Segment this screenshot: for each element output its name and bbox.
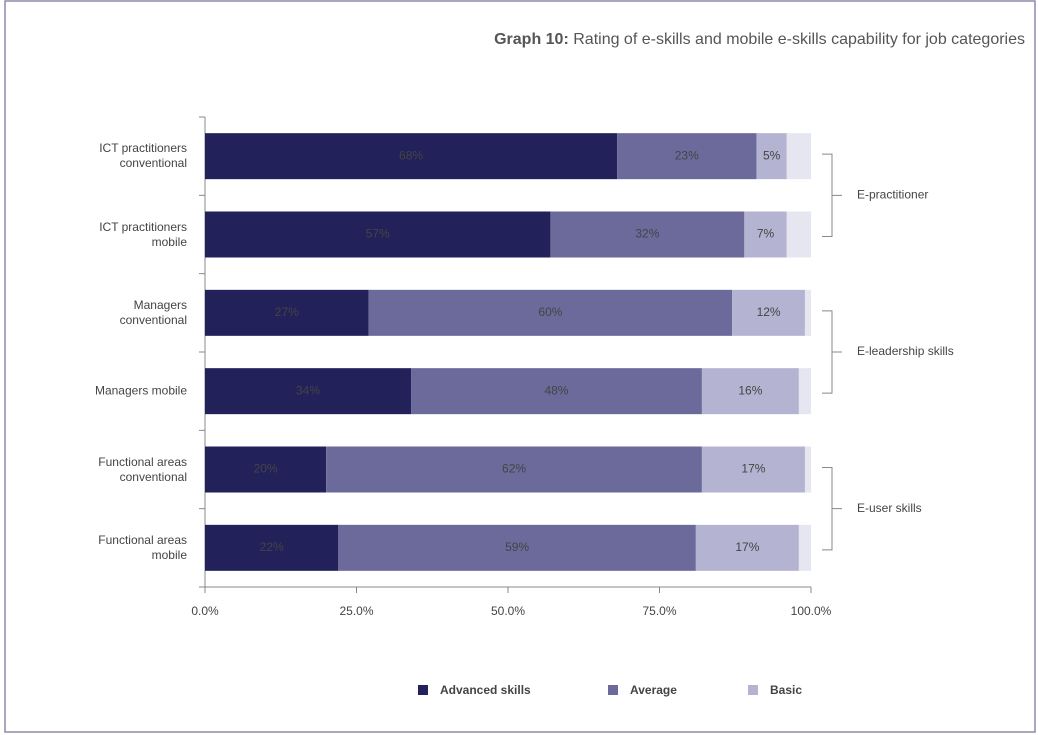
- category-label: Managers mobile: [94, 383, 187, 398]
- value-label: 17%: [735, 540, 759, 554]
- title-prefix: Graph 10:: [494, 31, 569, 48]
- bar-segment: [550, 211, 745, 258]
- value-label: 34%: [296, 383, 320, 397]
- bar-segment: [205, 133, 618, 180]
- group-label: E-user skills: [857, 501, 922, 515]
- bar-segment: [732, 289, 805, 336]
- value-label: 59%: [505, 540, 529, 554]
- title-text: Rating of e-skills and mobile e-skills c…: [573, 31, 1025, 48]
- bar-segment: [804, 446, 811, 493]
- value-label: 62%: [502, 462, 526, 476]
- bar-segment: [368, 289, 733, 336]
- bar-segment: [205, 211, 551, 258]
- bar-segment: [326, 446, 702, 493]
- group-bracket: [822, 310, 842, 394]
- bar-segment: [205, 368, 412, 415]
- bar-segment: [411, 368, 702, 415]
- bar-segment: [701, 446, 805, 493]
- value-label: 7%: [757, 227, 775, 241]
- legend-label: Average: [630, 683, 677, 697]
- value-label: 60%: [538, 305, 562, 319]
- bar-segment: [804, 289, 811, 336]
- legend-swatch: [608, 685, 618, 695]
- value-label: 48%: [544, 383, 568, 397]
- value-label: 22%: [260, 540, 284, 554]
- bar-segment: [338, 524, 696, 571]
- group-bracket: [822, 467, 842, 551]
- x-tick-label: 100.0%: [791, 604, 832, 618]
- value-label: 12%: [757, 305, 781, 319]
- legend-label: Advanced skills: [440, 683, 531, 697]
- legend-label: Basic: [770, 683, 802, 697]
- legend-swatch: [418, 685, 428, 695]
- category-label: ICT practitioners conventional: [99, 141, 187, 171]
- bar-segment: [798, 368, 811, 415]
- category-label: Functional areas conventional: [98, 454, 187, 484]
- x-tick-label: 50.0%: [491, 604, 525, 618]
- x-tick-label: 25.0%: [339, 604, 373, 618]
- bar-segment: [701, 368, 799, 415]
- category-label: ICT practitioners mobile: [99, 219, 187, 249]
- value-label: 16%: [738, 383, 762, 397]
- value-label: 27%: [275, 305, 299, 319]
- category-label: Functional areas mobile: [98, 532, 187, 562]
- legend-swatch: [748, 685, 758, 695]
- x-tick-label: 75.0%: [642, 604, 676, 618]
- value-label: 32%: [635, 227, 659, 241]
- value-label: 57%: [366, 227, 390, 241]
- bar-segment: [756, 133, 787, 180]
- bar-segment: [786, 211, 811, 258]
- bar-segment: [786, 133, 811, 180]
- bar-segment: [744, 211, 787, 258]
- bar-segment: [695, 524, 799, 571]
- x-tick-label: 0.0%: [191, 604, 219, 618]
- group-label: E-leadership skills: [857, 344, 954, 358]
- chart-title: Graph 10: Rating of e-skills and mobile …: [494, 31, 1025, 48]
- frame: [4, 0, 1036, 733]
- bar-segment: [205, 446, 327, 493]
- bar-segment: [205, 289, 369, 336]
- bar-segment: [205, 524, 339, 571]
- bar-segment: [798, 524, 811, 571]
- value-label: 68%: [399, 148, 423, 162]
- group-bracket: [822, 153, 842, 237]
- value-label: 17%: [741, 462, 765, 476]
- group-label: E-practitioner: [857, 188, 928, 202]
- category-label: Managers conventional: [119, 297, 187, 327]
- value-label: 20%: [254, 462, 278, 476]
- bar-segment: [617, 133, 757, 180]
- value-label: 5%: [763, 148, 781, 162]
- value-label: 23%: [675, 148, 699, 162]
